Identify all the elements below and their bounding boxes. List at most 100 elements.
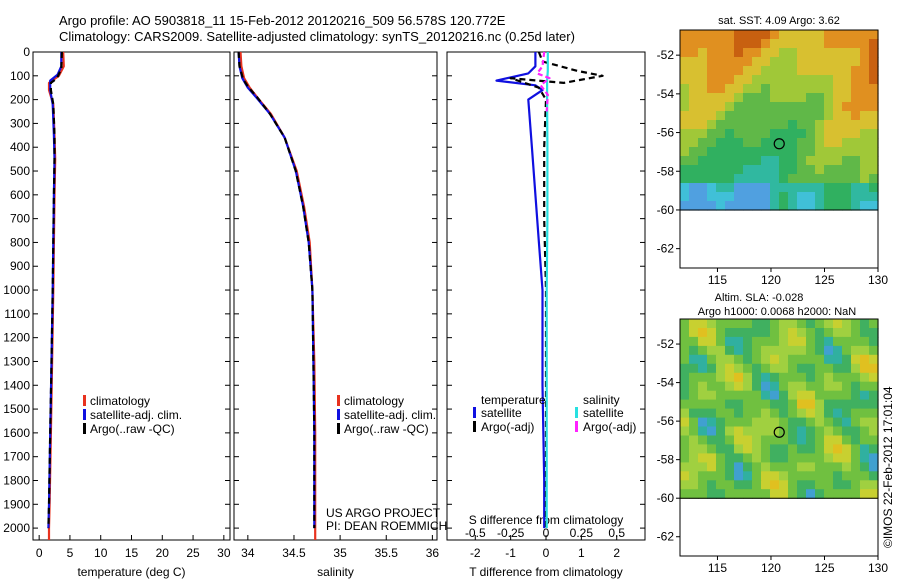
map-cell: [707, 444, 717, 454]
map-cell: [851, 138, 861, 148]
map-cell: [833, 408, 843, 419]
map-cell: [869, 183, 879, 193]
map-cell: [689, 471, 699, 481]
map-cell: [698, 48, 708, 58]
temperature-panel: 0100200300400500600700800900100011001200…: [3, 45, 231, 579]
map-y-tick-label: -56: [657, 414, 675, 428]
map-cell: [752, 372, 762, 383]
map-cell: [788, 336, 798, 347]
map-cell: [734, 156, 744, 166]
imos-stamp: ©IMOS 22-Feb-2012 17:01:04: [881, 386, 895, 548]
map-cell: [869, 57, 879, 67]
map-cell: [869, 66, 879, 76]
map-cell: [680, 399, 690, 410]
map-cell: [869, 201, 879, 211]
map-cell: [752, 354, 762, 365]
map-cell: [842, 372, 852, 383]
map-cell: [752, 102, 762, 112]
map-cell: [815, 480, 825, 490]
map-cell: [860, 165, 870, 175]
map-cell: [869, 75, 879, 85]
map-cell: [689, 147, 699, 157]
map-cell: [833, 75, 843, 85]
map-cell: [716, 39, 726, 49]
map-cell: [779, 328, 789, 338]
map-cell: [851, 147, 861, 157]
map-cell: [779, 201, 789, 211]
map-cell: [806, 489, 816, 499]
map-cell: [743, 471, 753, 481]
map-cell: [725, 192, 735, 202]
map-cell: [779, 399, 789, 410]
map-cell: [752, 84, 762, 94]
map-cell: [806, 381, 816, 392]
map-cell: [851, 66, 861, 76]
map-y-tick-label: -62: [657, 242, 675, 256]
map-cell: [815, 138, 825, 148]
map-cell: [743, 48, 753, 58]
map-cell: [860, 319, 870, 329]
map-cell: [761, 417, 771, 428]
map-cell: [806, 183, 816, 193]
map-cell: [788, 84, 798, 94]
map-cell: [698, 66, 708, 76]
map-cell: [725, 93, 735, 103]
map-cell: [761, 336, 771, 347]
map-cell: [806, 66, 816, 76]
legend-label: satellite: [481, 406, 522, 420]
map-cell: [788, 120, 798, 130]
map-cell: [779, 39, 789, 49]
map-cell: [680, 201, 690, 211]
map-cell: [752, 93, 762, 103]
map-cell: [743, 336, 753, 347]
map-cell: [725, 129, 735, 139]
map-cell: [842, 354, 852, 365]
map-cell: [806, 399, 816, 410]
map-cell: [788, 93, 798, 103]
map-cell: [824, 480, 834, 490]
map-cell: [851, 129, 861, 139]
map-cell: [824, 319, 834, 329]
map-cell: [680, 462, 690, 472]
map-cell: [851, 408, 861, 419]
map-cell: [743, 174, 753, 184]
y-tick-label: 1200: [3, 331, 30, 345]
map-cell: [698, 138, 708, 148]
top-x-tick-label: -0.25: [497, 526, 525, 540]
map-cell: [842, 480, 852, 490]
top-x-tick-label: -0.5: [465, 526, 486, 540]
map-cell: [716, 192, 726, 202]
map-cell: [752, 328, 762, 338]
map-cell: [788, 192, 798, 202]
map-cell: [770, 480, 780, 490]
map-cell: [761, 363, 771, 374]
map-cell: [680, 147, 690, 157]
map-cell: [860, 93, 870, 103]
map-cell: [698, 345, 708, 356]
map-cell: [842, 328, 852, 338]
map-cell: [734, 471, 744, 481]
sla-map-panel: -52 -54 -56 -58 -60 -62 115 120 125 130 Altim. SLA…: [657, 292, 889, 575]
map-cell: [869, 363, 879, 374]
map-cell: [824, 57, 834, 67]
map-cell: [842, 444, 852, 454]
map-cell: [752, 192, 762, 202]
map-x-tick-label: 130: [868, 561, 888, 575]
map-cell: [869, 408, 879, 419]
map-cell: [698, 480, 708, 490]
map-cell: [851, 102, 861, 112]
map-cell: [860, 417, 870, 428]
map-cell: [734, 39, 744, 49]
map-cell: [824, 372, 834, 383]
map-cell: [833, 183, 843, 193]
map-cell: [752, 426, 762, 437]
map-cell: [788, 444, 798, 454]
map-cell: [815, 435, 825, 446]
map-cell: [761, 66, 771, 76]
map-cell: [788, 417, 798, 428]
map-cell: [851, 489, 861, 499]
map-cell: [869, 111, 879, 121]
map-cell: [752, 129, 762, 139]
map-cell: [851, 435, 861, 446]
map-cell: [725, 426, 735, 437]
